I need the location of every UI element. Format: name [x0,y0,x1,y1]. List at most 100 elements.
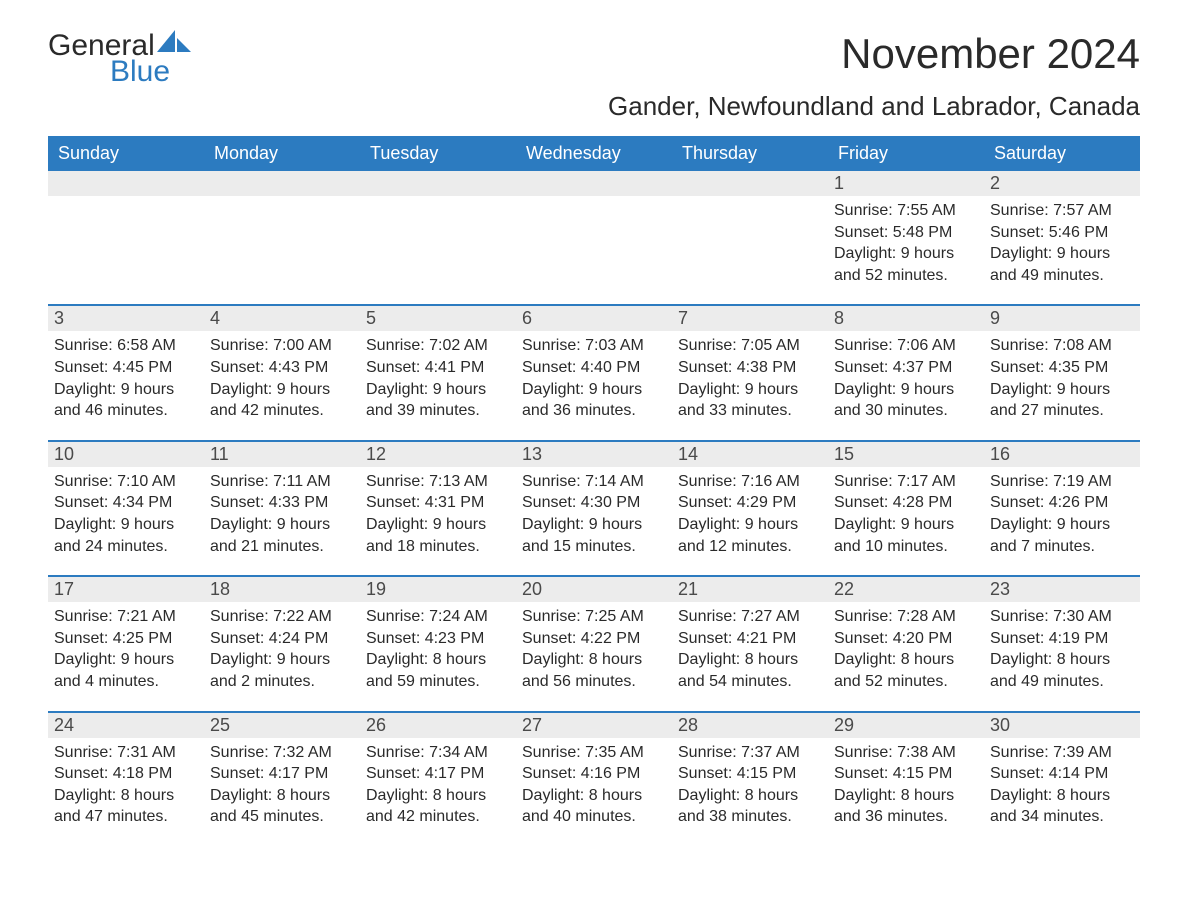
day-daylight2: and 4 minutes. [54,671,198,693]
day-sunset: Sunset: 4:30 PM [522,492,666,514]
day-sunset: Sunset: 4:23 PM [366,628,510,650]
day-daylight1: Daylight: 9 hours [834,243,978,265]
calendar-day-cell [516,171,672,305]
day-sunrise: Sunrise: 7:24 AM [366,606,510,628]
day-sunrise: Sunrise: 7:39 AM [990,742,1134,764]
day-sunset: Sunset: 4:45 PM [54,357,198,379]
day-number: 1 [828,171,984,196]
day-daylight2: and 36 minutes. [834,806,978,828]
calendar-day-cell: 12Sunrise: 7:13 AMSunset: 4:31 PMDayligh… [360,441,516,576]
day-daylight1: Daylight: 9 hours [522,514,666,536]
calendar-day-cell [48,171,204,305]
day-sunrise: Sunrise: 7:34 AM [366,742,510,764]
day-daylight1: Daylight: 9 hours [990,514,1134,536]
day-daylight2: and 49 minutes. [990,265,1134,287]
day-daylight2: and 49 minutes. [990,671,1134,693]
day-sunrise: Sunrise: 7:55 AM [834,200,978,222]
calendar-day-cell: 21Sunrise: 7:27 AMSunset: 4:21 PMDayligh… [672,576,828,711]
calendar-day-cell: 11Sunrise: 7:11 AMSunset: 4:33 PMDayligh… [204,441,360,576]
day-number-empty [48,171,204,196]
day-content: Sunrise: 7:35 AMSunset: 4:16 PMDaylight:… [516,738,672,846]
day-daylight1: Daylight: 8 hours [990,785,1134,807]
day-number: 14 [672,442,828,467]
day-content-empty [48,196,204,304]
day-number: 24 [48,713,204,738]
calendar-day-cell: 23Sunrise: 7:30 AMSunset: 4:19 PMDayligh… [984,576,1140,711]
day-sunrise: Sunrise: 7:08 AM [990,335,1134,357]
day-sunrise: Sunrise: 7:16 AM [678,471,822,493]
calendar-day-cell: 20Sunrise: 7:25 AMSunset: 4:22 PMDayligh… [516,576,672,711]
calendar-day-cell: 27Sunrise: 7:35 AMSunset: 4:16 PMDayligh… [516,712,672,846]
calendar-week-row: 17Sunrise: 7:21 AMSunset: 4:25 PMDayligh… [48,576,1140,711]
calendar-day-cell: 17Sunrise: 7:21 AMSunset: 4:25 PMDayligh… [48,576,204,711]
day-header: Saturday [984,136,1140,171]
day-daylight1: Daylight: 9 hours [210,649,354,671]
day-number: 20 [516,577,672,602]
day-number: 21 [672,577,828,602]
day-sunset: Sunset: 4:20 PM [834,628,978,650]
day-number: 8 [828,306,984,331]
day-sunrise: Sunrise: 7:22 AM [210,606,354,628]
day-daylight2: and 45 minutes. [210,806,354,828]
day-header: Tuesday [360,136,516,171]
day-sunset: Sunset: 4:17 PM [210,763,354,785]
calendar-day-cell: 1Sunrise: 7:55 AMSunset: 5:48 PMDaylight… [828,171,984,305]
day-sunset: Sunset: 4:26 PM [990,492,1134,514]
calendar-day-cell: 29Sunrise: 7:38 AMSunset: 4:15 PMDayligh… [828,712,984,846]
day-sunrise: Sunrise: 7:21 AM [54,606,198,628]
day-number: 5 [360,306,516,331]
day-sunrise: Sunrise: 6:58 AM [54,335,198,357]
day-daylight1: Daylight: 8 hours [366,649,510,671]
day-number: 23 [984,577,1140,602]
calendar-day-cell: 18Sunrise: 7:22 AMSunset: 4:24 PMDayligh… [204,576,360,711]
day-sunrise: Sunrise: 7:13 AM [366,471,510,493]
day-number: 2 [984,171,1140,196]
day-daylight2: and 56 minutes. [522,671,666,693]
day-content: Sunrise: 7:19 AMSunset: 4:26 PMDaylight:… [984,467,1140,575]
day-daylight2: and 10 minutes. [834,536,978,558]
day-sunset: Sunset: 4:41 PM [366,357,510,379]
day-daylight2: and 36 minutes. [522,400,666,422]
day-sunset: Sunset: 4:33 PM [210,492,354,514]
day-daylight2: and 40 minutes. [522,806,666,828]
day-content-empty [204,196,360,304]
day-sunrise: Sunrise: 7:25 AM [522,606,666,628]
calendar-day-cell: 14Sunrise: 7:16 AMSunset: 4:29 PMDayligh… [672,441,828,576]
day-content: Sunrise: 7:22 AMSunset: 4:24 PMDaylight:… [204,602,360,710]
day-sunset: Sunset: 4:35 PM [990,357,1134,379]
calendar-day-cell: 10Sunrise: 7:10 AMSunset: 4:34 PMDayligh… [48,441,204,576]
day-daylight1: Daylight: 8 hours [54,785,198,807]
day-daylight1: Daylight: 9 hours [990,243,1134,265]
day-sunrise: Sunrise: 7:00 AM [210,335,354,357]
day-daylight2: and 46 minutes. [54,400,198,422]
day-daylight2: and 12 minutes. [678,536,822,558]
day-sunset: Sunset: 4:14 PM [990,763,1134,785]
day-content: Sunrise: 7:57 AMSunset: 5:46 PMDaylight:… [984,196,1140,304]
day-number: 29 [828,713,984,738]
day-content: Sunrise: 7:25 AMSunset: 4:22 PMDaylight:… [516,602,672,710]
day-content: Sunrise: 6:58 AMSunset: 4:45 PMDaylight:… [48,331,204,439]
day-sunrise: Sunrise: 7:10 AM [54,471,198,493]
day-sunset: Sunset: 4:19 PM [990,628,1134,650]
day-number: 13 [516,442,672,467]
day-number: 6 [516,306,672,331]
day-daylight1: Daylight: 9 hours [366,379,510,401]
day-daylight1: Daylight: 9 hours [366,514,510,536]
day-sunrise: Sunrise: 7:28 AM [834,606,978,628]
day-sunset: Sunset: 4:34 PM [54,492,198,514]
day-daylight1: Daylight: 8 hours [990,649,1134,671]
day-content: Sunrise: 7:30 AMSunset: 4:19 PMDaylight:… [984,602,1140,710]
calendar-day-cell [204,171,360,305]
calendar-week-row: 3Sunrise: 6:58 AMSunset: 4:45 PMDaylight… [48,305,1140,440]
day-content: Sunrise: 7:06 AMSunset: 4:37 PMDaylight:… [828,331,984,439]
day-number: 3 [48,306,204,331]
day-sunrise: Sunrise: 7:11 AM [210,471,354,493]
calendar-week-row: 1Sunrise: 7:55 AMSunset: 5:48 PMDaylight… [48,171,1140,305]
day-number: 16 [984,442,1140,467]
day-sunset: Sunset: 4:15 PM [678,763,822,785]
day-sunset: Sunset: 4:15 PM [834,763,978,785]
calendar-day-cell: 7Sunrise: 7:05 AMSunset: 4:38 PMDaylight… [672,305,828,440]
day-number: 12 [360,442,516,467]
day-daylight1: Daylight: 8 hours [834,649,978,671]
day-content: Sunrise: 7:27 AMSunset: 4:21 PMDaylight:… [672,602,828,710]
